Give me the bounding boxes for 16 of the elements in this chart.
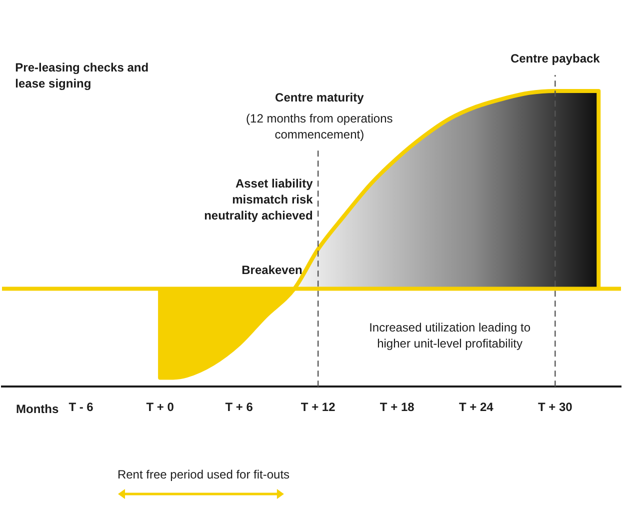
x-tick-label: T + 30: [538, 400, 573, 414]
text: Pre-leasing checks and lease signing: [15, 60, 149, 90]
x-tick-label: T + 18: [380, 400, 415, 414]
x-tick-label: T - 6: [68, 400, 94, 414]
x-tick-label: T + 0: [146, 400, 174, 414]
x-axis-title: Months: [16, 402, 59, 416]
ref-line-label: Breakeven: [242, 263, 302, 278]
annotation: Increased utilization leading to higher unit-level profitability: [369, 320, 531, 350]
x-tick-label: T + 12: [300, 400, 336, 414]
annotation: Centre maturity: [275, 90, 364, 104]
annotation: (12 months from operations commencement): [246, 111, 393, 142]
x-tick-label: T + 6: [225, 400, 254, 414]
ref-line-label: Centre payback: [510, 51, 600, 66]
text: Rent free period used for fit-outs: [117, 467, 290, 482]
x-tick-label: T + 24: [458, 400, 494, 414]
ref-line-label: Asset liability mismatch risk neutrality achieved: [204, 176, 314, 222]
